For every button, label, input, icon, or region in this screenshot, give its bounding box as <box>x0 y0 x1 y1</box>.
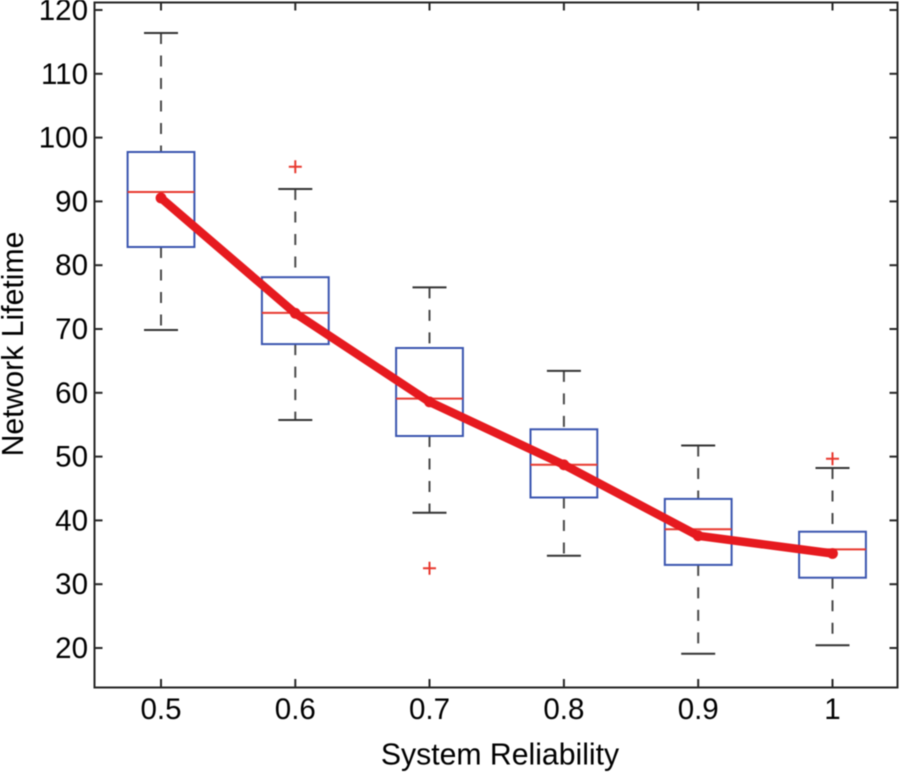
svg-text:1: 1 <box>824 693 840 726</box>
svg-text:40: 40 <box>55 504 88 537</box>
svg-text:20: 20 <box>55 632 88 665</box>
svg-text:120: 120 <box>39 0 88 27</box>
svg-text:110: 110 <box>41 58 88 91</box>
svg-text:0.7: 0.7 <box>409 693 450 726</box>
svg-text:0.6: 0.6 <box>275 693 316 726</box>
svg-text:0.8: 0.8 <box>543 693 584 726</box>
svg-text:50: 50 <box>55 441 88 474</box>
svg-text:30: 30 <box>55 568 88 601</box>
svg-text:100: 100 <box>39 122 88 155</box>
svg-text:60: 60 <box>55 377 88 410</box>
svg-text:80: 80 <box>55 249 88 282</box>
svg-text:90: 90 <box>55 185 88 218</box>
svg-text:70: 70 <box>55 313 88 346</box>
svg-text:0.5: 0.5 <box>140 693 181 726</box>
svg-text:System Reliability: System Reliability <box>381 739 620 772</box>
svg-text:Network Lifetime: Network Lifetime <box>0 232 30 457</box>
svg-text:0.9: 0.9 <box>678 693 719 726</box>
